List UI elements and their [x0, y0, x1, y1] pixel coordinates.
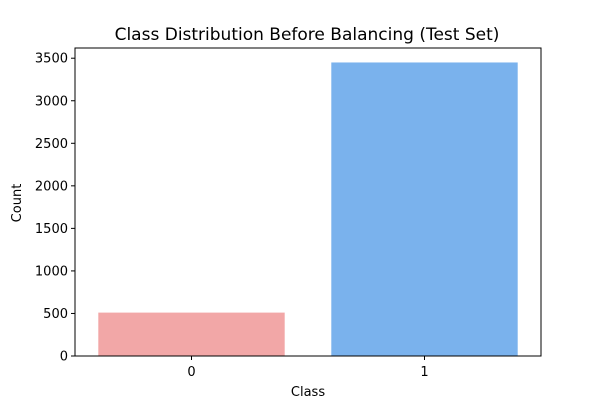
y-tick-label: 3500	[35, 52, 68, 67]
x-tick-label: 1	[420, 365, 428, 380]
y-tick-label: 1000	[35, 264, 68, 279]
x-axis-label: Class	[291, 385, 325, 400]
y-tick-label: 2000	[35, 179, 68, 194]
chart-title: Class Distribution Before Balancing (Tes…	[115, 25, 500, 45]
y-tick-label: 1500	[35, 222, 68, 237]
y-tick-label: 500	[43, 307, 68, 322]
bars-group	[98, 62, 518, 357]
y-axis-ticks: 0 500 1000 1500 2000 2500 3000 3500	[35, 52, 75, 365]
y-tick-label: 0	[60, 350, 68, 365]
y-axis-label: Count	[10, 184, 25, 223]
bar-class-1	[331, 62, 518, 357]
plot-frame	[74, 47, 542, 357]
y-tick-label: 2500	[35, 137, 68, 152]
x-tick-label: 0	[187, 365, 195, 380]
y-tick-label: 3000	[35, 94, 68, 109]
bar-class-0	[98, 312, 285, 356]
